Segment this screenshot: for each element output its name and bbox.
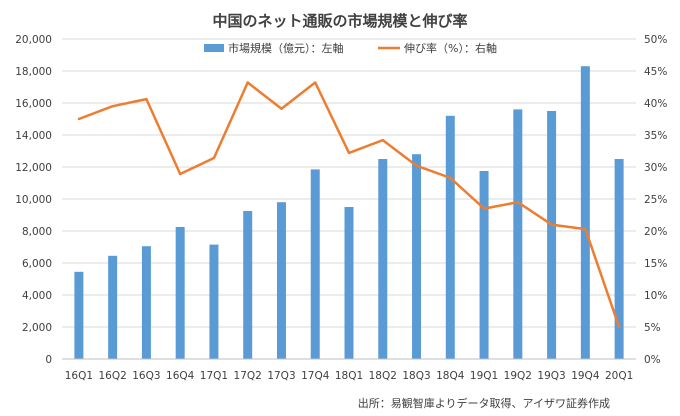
x-tick-label: 16Q3 (132, 370, 160, 382)
y-right-tick-label: 15% (644, 258, 667, 270)
x-tick-label: 16Q1 (65, 370, 93, 382)
line-point (584, 227, 587, 231)
y-left-tick-label: 8,000 (22, 226, 52, 238)
bar (175, 227, 185, 359)
line-point (111, 105, 114, 108)
y-right-tick-label: 50% (644, 34, 667, 46)
legend-line-label: 伸び率（%）：右軸 (404, 41, 497, 55)
bar (310, 169, 320, 359)
y-right-tick-label: 35% (644, 130, 667, 142)
source-note: 出所：易観智庫よりデータ取得、アイザワ証券作成 (358, 396, 610, 410)
x-tick-label: 16Q2 (98, 370, 126, 382)
y-left-tick-label: 12,000 (15, 162, 52, 174)
line-series (77, 81, 621, 329)
y-right-tick-label: 0% (644, 354, 661, 366)
bar (412, 154, 422, 359)
y-left-tick-label: 4,000 (22, 290, 52, 302)
y-left-tick-label: 2,000 (22, 322, 52, 334)
bar (344, 207, 354, 359)
y-right-tick-label: 40% (644, 98, 667, 110)
bar (141, 246, 151, 359)
line-point (347, 151, 351, 155)
x-tick-label: 18Q1 (335, 370, 363, 382)
line-point (415, 164, 418, 167)
y-right-tick-label: 30% (644, 162, 667, 174)
x-tick-label: 19Q4 (571, 370, 600, 382)
line-point (482, 207, 486, 210)
bar (209, 244, 219, 359)
bar (513, 109, 523, 360)
line-point (212, 156, 216, 160)
line-point (246, 81, 249, 84)
y-left-tick-label: 6,000 (22, 258, 52, 270)
y-left-tick-label: 0 (45, 354, 52, 366)
line-point (77, 117, 81, 121)
x-tick-label: 19Q3 (537, 370, 565, 382)
bar (580, 66, 590, 359)
x-tick-label: 19Q2 (504, 370, 532, 382)
line-point (449, 176, 452, 180)
y-right-tick-label: 25% (644, 194, 667, 206)
x-tick-label: 17Q4 (301, 370, 330, 382)
legend-bar-label: 市場規模（億元）：左軸 (228, 41, 344, 55)
bar (614, 159, 624, 359)
x-tick-label: 18Q2 (369, 370, 397, 382)
x-tick-label: 20Q1 (605, 370, 633, 382)
bar (276, 202, 286, 359)
y-right-tick-label: 5% (644, 322, 661, 334)
y-left-tick-label: 18,000 (15, 66, 52, 78)
bar (479, 171, 489, 359)
x-tick-label: 18Q3 (402, 370, 430, 382)
bar (445, 115, 455, 359)
bar (378, 159, 388, 359)
legend-bar-swatch (204, 44, 224, 52)
line-point (550, 223, 553, 226)
bar (74, 271, 84, 359)
legend: 市場規模（億元）：左軸 伸び率（%）：右軸 (204, 41, 497, 55)
y-left-tick-label: 16,000 (15, 98, 52, 110)
line-point (617, 325, 621, 329)
y-right-tick-label: 20% (644, 226, 667, 238)
line-point (314, 81, 317, 84)
chart-title: 中国のネット通販の市場規模と伸び率 (212, 12, 467, 30)
bar-series (74, 66, 624, 360)
x-tick-label: 17Q3 (267, 370, 295, 382)
line-point (145, 97, 148, 101)
bar (547, 111, 557, 359)
x-tick-label: 16Q4 (166, 370, 195, 382)
y-left-tick-label: 14,000 (15, 130, 52, 142)
x-tick-label: 19Q1 (470, 370, 498, 382)
line-point (178, 172, 182, 176)
bar (108, 255, 118, 359)
y-left-tick-label: 20,000 (15, 34, 52, 46)
line-point (516, 201, 520, 204)
line-point (381, 138, 384, 142)
line-point (280, 107, 283, 110)
x-tick-label: 17Q1 (200, 370, 228, 382)
x-tick-label: 18Q4 (436, 370, 465, 382)
x-tick-label: 17Q2 (234, 370, 262, 382)
y-right-tick-label: 45% (644, 66, 667, 78)
y-right-tick-label: 10% (644, 290, 667, 302)
y-left-tick-label: 10,000 (15, 194, 52, 206)
axes: 0 0% 2,000 5% 4,000 10% 6,000 15% 8,000 20% 10,000… (15, 34, 667, 382)
bar (243, 211, 253, 359)
